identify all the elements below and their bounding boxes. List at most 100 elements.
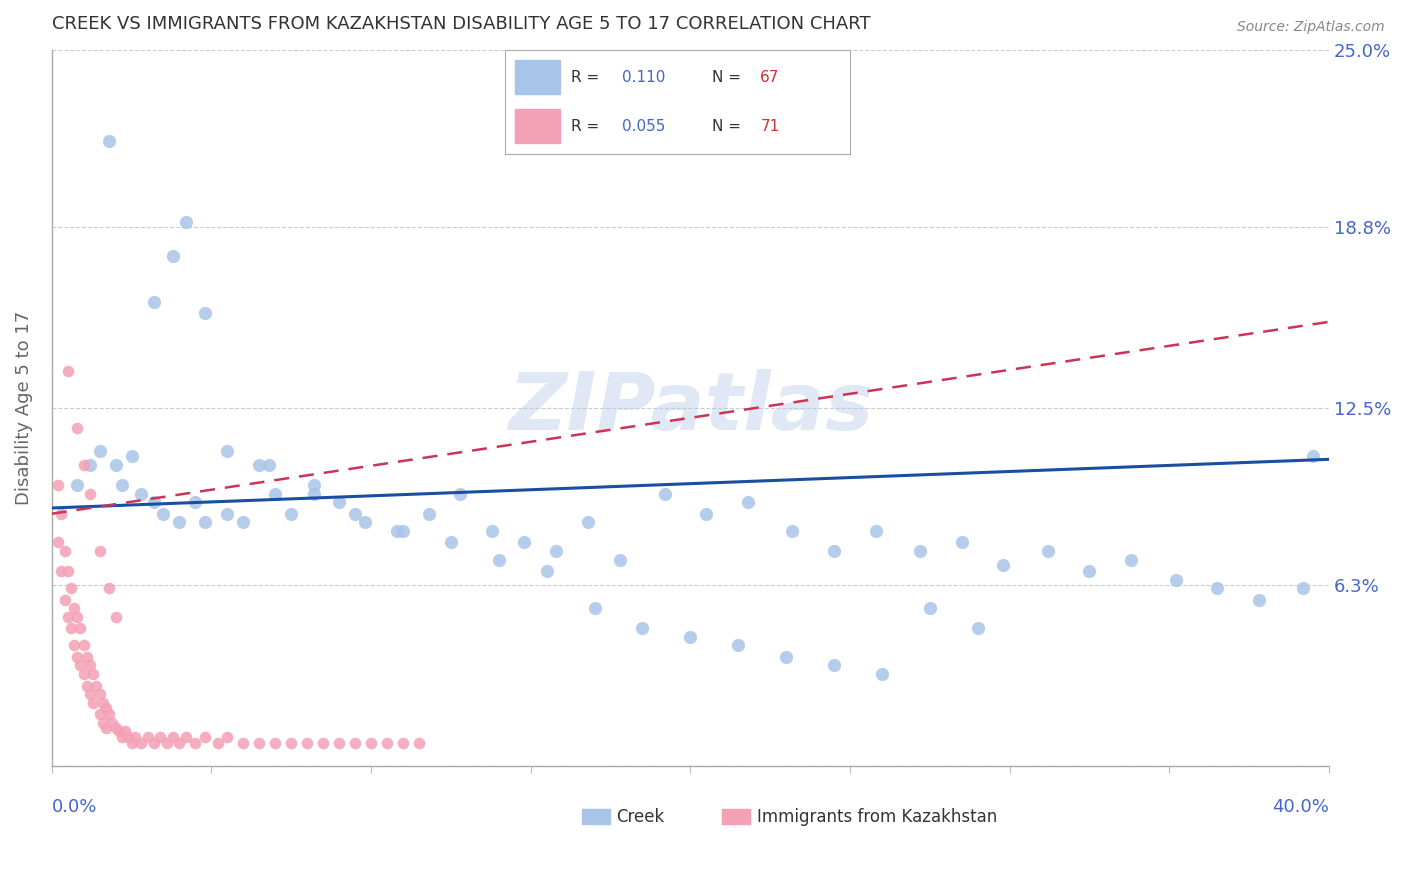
Point xyxy=(76,679,98,693)
Point xyxy=(870,667,893,681)
Point xyxy=(46,535,69,549)
Point xyxy=(169,516,191,530)
Point xyxy=(908,544,931,558)
Point xyxy=(94,701,117,715)
Point xyxy=(654,486,676,500)
Point xyxy=(79,486,101,500)
Point xyxy=(169,736,191,750)
Point xyxy=(418,507,440,521)
Point xyxy=(89,443,111,458)
Point xyxy=(63,639,86,653)
Point xyxy=(66,609,89,624)
Point xyxy=(51,507,73,521)
Point xyxy=(111,730,134,744)
Point xyxy=(91,696,114,710)
Point xyxy=(53,592,76,607)
Point xyxy=(69,658,91,673)
Point xyxy=(280,507,302,521)
Point xyxy=(94,722,117,736)
Point xyxy=(59,621,82,635)
Point xyxy=(142,736,165,750)
Point xyxy=(111,478,134,492)
Point xyxy=(302,478,325,492)
Point xyxy=(56,363,79,377)
Point xyxy=(217,507,239,521)
Point xyxy=(184,495,207,509)
Point xyxy=(232,736,254,750)
Point xyxy=(375,736,398,750)
Point xyxy=(264,736,287,750)
Text: 40.0%: 40.0% xyxy=(1272,798,1329,816)
Point xyxy=(775,649,797,664)
Point xyxy=(966,621,988,635)
Point xyxy=(121,736,143,750)
Point xyxy=(312,736,335,750)
Point xyxy=(73,458,96,472)
Point xyxy=(257,458,280,472)
Point xyxy=(631,621,654,635)
Point xyxy=(247,736,270,750)
Point xyxy=(174,214,197,228)
Point xyxy=(295,736,318,750)
Point xyxy=(264,486,287,500)
Point xyxy=(89,544,111,558)
Text: Creek: Creek xyxy=(616,807,665,825)
Point xyxy=(89,687,111,701)
FancyBboxPatch shape xyxy=(723,809,751,824)
Point xyxy=(156,736,179,750)
Point xyxy=(392,736,415,750)
Point xyxy=(353,516,375,530)
Point xyxy=(328,736,350,750)
Text: ZIPatlas: ZIPatlas xyxy=(508,368,873,447)
Point xyxy=(79,458,101,472)
Point xyxy=(1119,552,1142,566)
Point xyxy=(121,450,143,464)
Point xyxy=(174,730,197,744)
Point xyxy=(1247,592,1270,607)
Point xyxy=(82,667,104,681)
Point xyxy=(82,696,104,710)
Point xyxy=(142,495,165,509)
Point xyxy=(124,730,146,744)
Point xyxy=(152,507,174,521)
Point xyxy=(194,306,217,320)
Point xyxy=(360,736,382,750)
Point xyxy=(207,736,229,750)
Point xyxy=(1036,544,1059,558)
Point xyxy=(217,443,239,458)
Point xyxy=(194,516,217,530)
Point xyxy=(91,715,114,730)
Point xyxy=(107,724,129,739)
Point xyxy=(104,458,127,472)
Point xyxy=(727,639,749,653)
Point xyxy=(104,609,127,624)
Point xyxy=(129,736,152,750)
Point xyxy=(993,558,1015,573)
Point xyxy=(114,724,136,739)
Point xyxy=(73,667,96,681)
Point xyxy=(63,601,86,615)
Point xyxy=(56,609,79,624)
Point xyxy=(950,535,973,549)
Point xyxy=(737,495,759,509)
Point xyxy=(385,524,408,538)
Point xyxy=(440,535,463,549)
Text: 0.0%: 0.0% xyxy=(52,798,97,816)
Point xyxy=(583,601,606,615)
Point xyxy=(162,249,184,263)
Point xyxy=(51,564,73,578)
Text: Source: ZipAtlas.com: Source: ZipAtlas.com xyxy=(1237,20,1385,34)
Point xyxy=(53,544,76,558)
Point xyxy=(546,544,568,558)
Point xyxy=(823,544,845,558)
Point xyxy=(98,581,121,595)
Point xyxy=(247,458,270,472)
Point xyxy=(136,730,159,744)
Point xyxy=(142,294,165,309)
Point xyxy=(1078,564,1101,578)
Point xyxy=(98,707,121,722)
Point xyxy=(232,516,254,530)
Point xyxy=(73,639,96,653)
Point xyxy=(79,687,101,701)
Point xyxy=(328,495,350,509)
